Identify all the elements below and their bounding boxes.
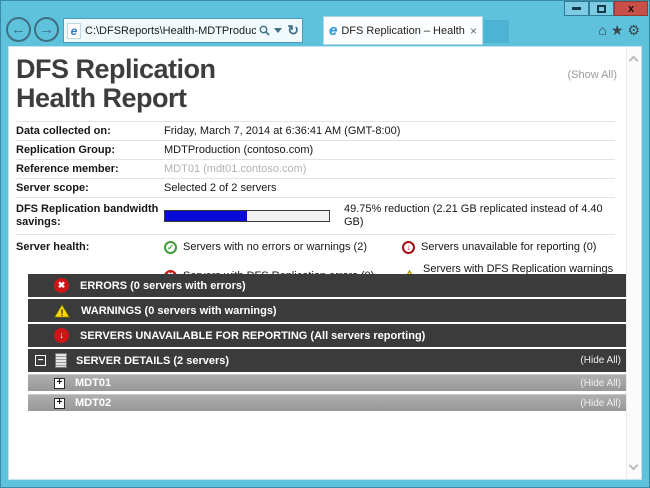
settings-gear-icon[interactable]: ⚙ xyxy=(627,22,640,38)
table-row-bandwidth: DFS Replication bandwidth savings: 49.75… xyxy=(16,197,615,234)
scroll-up-icon[interactable] xyxy=(628,55,639,66)
row-value: MDT01 (mdt01.contoso.com) xyxy=(164,163,307,175)
vertical-scrollbar[interactable] xyxy=(626,47,641,479)
section-label: ERRORS (0 servers with errors) xyxy=(80,279,246,292)
row-label: DFS Replication bandwidth savings: xyxy=(16,203,159,228)
bandwidth-text: 49.75% reduction (2.21 GB replicated ins… xyxy=(344,203,603,228)
svg-text:!: ! xyxy=(61,308,64,318)
back-button[interactable]: ← xyxy=(6,17,31,42)
report-summary-table: Data collected on: Friday, March 7, 2014… xyxy=(16,121,615,289)
navigation-bar: ← → e C:\DFSReports\Health-MDTProduction… xyxy=(0,14,650,46)
hide-all-link[interactable]: (Hide All) xyxy=(580,355,621,366)
scroll-down-icon[interactable] xyxy=(628,460,639,471)
search-icon[interactable] xyxy=(259,25,270,36)
page-content: DFS Replication Health Report (Show All)… xyxy=(8,46,642,480)
ie-logo-icon: e xyxy=(329,22,338,39)
row-label: Replication Group: xyxy=(16,144,115,156)
server-row-mdt02[interactable]: + MDT02 (Hide All) xyxy=(28,394,629,411)
page-favicon-icon: e xyxy=(67,22,81,39)
address-bar[interactable]: e C:\DFSReports\Health-MDTProduction-07M… xyxy=(63,18,303,43)
close-icon: x xyxy=(627,2,635,15)
error-circle-icon: ✖ xyxy=(54,278,69,293)
tab-close-icon[interactable]: × xyxy=(469,23,477,38)
hide-all-link[interactable]: (Hide All) xyxy=(580,377,621,389)
new-tab-button[interactable] xyxy=(484,20,509,43)
tab-title: DFS Replication – Health Re... xyxy=(341,24,466,37)
table-row: Replication Group: MDTProduction (contos… xyxy=(16,140,615,159)
health-item-unavailable: ↓ Servers unavailable for reporting (0) xyxy=(402,241,615,254)
row-value: Selected 2 of 2 servers xyxy=(164,182,277,194)
server-name: MDT02 xyxy=(75,397,112,409)
minimize-icon xyxy=(572,7,581,10)
row-label: Reference member: xyxy=(16,163,119,175)
table-row: Reference member: MDT01 (mdt01.contoso.c… xyxy=(16,159,615,178)
forward-button[interactable]: → xyxy=(34,17,59,42)
expand-plus-icon[interactable]: + xyxy=(54,377,65,389)
home-icon[interactable]: ⌂ xyxy=(598,22,607,38)
warning-triangle-icon: ! xyxy=(54,303,70,318)
maximize-icon xyxy=(597,4,606,13)
section-errors[interactable]: ✖ ERRORS (0 servers with errors) xyxy=(28,274,629,297)
section-label: SERVERS UNAVAILABLE FOR REPORTING (All s… xyxy=(80,329,426,342)
expand-plus-icon[interactable]: + xyxy=(54,397,65,409)
tab-dfs-replication-health-report[interactable]: e DFS Replication – Health Re... × xyxy=(323,16,483,45)
address-dropdown-icon[interactable] xyxy=(274,28,283,33)
table-row: Data collected on: Friday, March 7, 2014… xyxy=(16,121,615,140)
health-item-text: Servers unavailable for reporting (0) xyxy=(421,241,597,253)
forward-icon: → xyxy=(39,21,54,38)
section-servers-unavailable[interactable]: ↓ SERVERS UNAVAILABLE FOR REPORTING (All… xyxy=(28,324,629,347)
row-value: MDTProduction (contoso.com) xyxy=(164,144,314,156)
page-title: DFS Replication Health Report xyxy=(16,55,216,113)
section-server-details[interactable]: − SERVER DETAILS (2 servers) (Hide All) xyxy=(28,349,629,372)
server-row-mdt01[interactable]: + MDT01 (Hide All) xyxy=(28,374,629,391)
favorites-star-icon[interactable]: ★ xyxy=(610,22,624,38)
browser-toolbar-icons: ⌂ ★ ⚙ xyxy=(598,21,640,39)
row-label: Server scope: xyxy=(16,182,89,194)
server-icon xyxy=(55,353,67,368)
check-circle-icon: ✓ xyxy=(164,241,177,254)
row-label: Data collected on: xyxy=(16,125,111,137)
page-title-line1: DFS Replication xyxy=(16,54,216,84)
health-item-no-errors: ✓ Servers with no errors or warnings (2) xyxy=(164,241,402,254)
report-sections: ✖ ERRORS (0 servers with errors) ! WARNI… xyxy=(28,274,629,414)
hide-all-link[interactable]: (Hide All) xyxy=(580,397,621,409)
page-title-line2: Health Report xyxy=(16,83,187,113)
refresh-icon[interactable]: ↻ xyxy=(287,22,299,38)
section-warnings[interactable]: ! WARNINGS (0 servers with warnings) xyxy=(28,299,629,322)
section-label: WARNINGS (0 servers with warnings) xyxy=(81,304,277,317)
unavailable-circle-icon: ↓ xyxy=(54,328,69,343)
close-button[interactable]: x xyxy=(614,1,648,16)
server-name: MDT01 xyxy=(75,377,112,389)
show-all-link[interactable]: (Show All) xyxy=(567,69,617,81)
table-row: Server scope: Selected 2 of 2 servers xyxy=(16,178,615,197)
collapse-minus-icon[interactable]: − xyxy=(35,355,46,366)
window-controls: x xyxy=(564,1,648,16)
maximize-button[interactable] xyxy=(589,1,614,16)
back-icon: ← xyxy=(11,21,26,38)
section-label: SERVER DETAILS (2 servers) xyxy=(76,354,230,367)
health-item-text: Servers with no errors or warnings (2) xyxy=(183,241,368,253)
bandwidth-progress-fill xyxy=(165,211,247,221)
bandwidth-progress-bar xyxy=(164,210,330,222)
unavailable-circle-icon: ↓ xyxy=(402,241,415,254)
row-label: Server health: xyxy=(16,241,90,253)
row-value: Friday, March 7, 2014 at 6:36:41 AM (GMT… xyxy=(164,125,401,137)
minimize-button[interactable] xyxy=(564,1,589,16)
address-input[interactable]: C:\DFSReports\Health-MDTProduction-07Ma xyxy=(85,24,257,37)
